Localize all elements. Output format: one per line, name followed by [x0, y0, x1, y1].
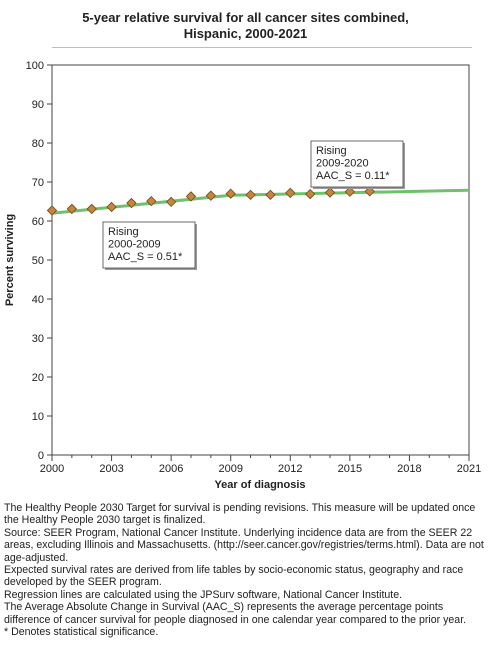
footnote-significance: * Denotes statistical significance. — [4, 626, 159, 639]
y-axis: 0 10 20 30 40 50 60 70 80 90 100 — [26, 60, 52, 462]
x-tick-label: 2003 — [99, 463, 123, 475]
y-tick-label: 90 — [32, 99, 44, 111]
chart-title-line-2: Hispanic, 2000-2021 — [183, 26, 308, 41]
data-point-marker — [46, 205, 58, 216]
x-axis: 2000 2003 2006 2009 2012 2015 2018 2021 — [40, 455, 481, 475]
data-point-marker — [324, 187, 336, 198]
annotation-text: 2000-2009 — [108, 239, 161, 251]
x-tick-label: 2015 — [338, 463, 362, 475]
title-divider — [52, 47, 472, 48]
trend-lines — [51, 188, 470, 215]
data-points — [46, 186, 375, 216]
y-axis-title: Percent surviving — [4, 214, 16, 306]
x-tick-label: 2006 — [159, 463, 183, 475]
trend-line — [51, 188, 470, 215]
data-point-marker — [364, 186, 375, 197]
annotation-text: Rising — [316, 145, 347, 157]
x-tick-label: 2021 — [457, 463, 481, 475]
data-point-marker — [165, 196, 177, 208]
data-point-marker — [245, 189, 256, 201]
annotation-text: 2009-2020 — [316, 158, 369, 170]
x-tick-label: 2000 — [40, 463, 64, 475]
y-tick-label: 60 — [32, 216, 44, 228]
y-tick-label: 100 — [26, 60, 44, 72]
data-point-marker — [225, 188, 236, 199]
footnote-source: Source: SEER Program, National Cancer In… — [4, 526, 484, 564]
footnote-regression: Regression lines are calculated using th… — [4, 588, 403, 601]
footnotes: The Healthy People 2030 Target for survi… — [4, 502, 488, 638]
y-tick-label: 40 — [32, 294, 44, 306]
annotation-text: Rising — [108, 226, 139, 238]
x-axis-title: Year of diagnosis — [214, 479, 305, 491]
y-tick-label: 0 — [38, 450, 44, 462]
data-point-marker — [126, 197, 137, 209]
data-point-marker — [185, 191, 197, 202]
y-tick-label: 80 — [32, 138, 44, 150]
footnote-expected-survival: Expected survival rates are derived from… — [4, 564, 464, 589]
footnote-aac: The Average Absolute Change in Survival … — [4, 601, 467, 626]
footnote-healthy-people: The Healthy People 2030 Target for survi… — [4, 502, 476, 527]
chart-title-line-1: 5-year relative survival for all cancer … — [82, 10, 409, 25]
data-point-marker — [66, 203, 78, 215]
y-tick-label: 10 — [32, 411, 44, 423]
chart-title: 5-year relative survival for all cancer … — [0, 10, 491, 42]
data-point-marker — [265, 189, 276, 201]
annotation-text: AAC_S = 0.11* — [316, 170, 390, 182]
data-point-marker — [304, 188, 316, 200]
data-point-marker — [106, 201, 117, 213]
x-tick-label: 2009 — [218, 463, 242, 475]
data-point-marker — [205, 190, 217, 201]
y-tick-label: 30 — [32, 333, 44, 345]
y-tick-label: 50 — [32, 255, 44, 267]
data-point-marker — [146, 195, 157, 207]
data-point-marker — [285, 187, 296, 199]
x-tick-label: 2018 — [397, 463, 421, 475]
annotation-frame — [310, 140, 404, 188]
annotation-text: AAC_S = 0.51* — [108, 251, 183, 263]
y-tick-label: 70 — [32, 177, 44, 189]
data-point-marker — [86, 203, 97, 215]
y-tick-label: 20 — [32, 372, 44, 384]
data-point-marker — [344, 186, 356, 197]
x-tick-label: 2012 — [278, 463, 302, 475]
annotation-frame — [102, 221, 196, 269]
